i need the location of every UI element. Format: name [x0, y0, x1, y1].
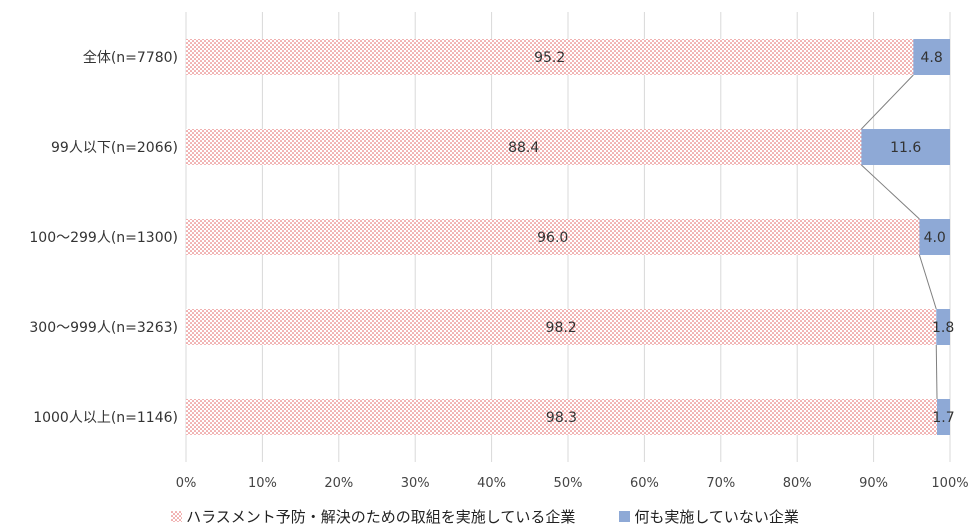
data-label-not-implemented: 1.7 — [932, 410, 954, 426]
bar-implemented — [186, 309, 937, 345]
x-tick-label: 10% — [248, 476, 277, 491]
category-label: 100～299人(n=1300) — [29, 230, 178, 246]
category-label: 全体(n=7780) — [83, 49, 178, 66]
category-label: 99人以下(n=2066) — [51, 140, 178, 156]
x-tick-label: 20% — [324, 476, 353, 491]
bar-implemented — [186, 129, 862, 165]
bar-not-implemented — [936, 309, 950, 345]
data-label-implemented: 98.2 — [546, 320, 577, 336]
bar-not-implemented — [913, 39, 950, 75]
bar-not-implemented — [861, 129, 950, 165]
data-label-implemented: 96.0 — [537, 230, 568, 246]
data-label-not-implemented: 4.0 — [924, 230, 946, 246]
x-tick-label: 100% — [931, 476, 968, 491]
legend-item-implemented: ハラスメント予防・解決のための取組を実施している企業 — [171, 506, 575, 527]
bar-not-implemented — [937, 399, 950, 435]
data-label-not-implemented: 1.8 — [932, 320, 954, 336]
x-tick-label: 70% — [706, 476, 735, 491]
data-label-implemented: 88.4 — [508, 140, 539, 156]
legend-item-not-implemented: 何も実施していない企業 — [619, 506, 799, 527]
category-label: 1000人以上(n=1146) — [33, 410, 178, 426]
legend: ハラスメント予防・解決のための取組を実施している企業 何も実施していない企業 — [0, 505, 970, 527]
legend-swatch-not-implemented — [619, 510, 631, 522]
x-tick-label: 30% — [401, 476, 430, 491]
legend-label-not-implemented: 何も実施していない企業 — [634, 507, 799, 526]
series-line — [861, 74, 914, 130]
data-label-not-implemented: 4.8 — [921, 50, 943, 66]
series-line — [861, 164, 920, 220]
bar-implemented — [186, 399, 938, 435]
x-tick-label: 40% — [477, 476, 506, 491]
data-label-implemented: 95.2 — [534, 50, 565, 66]
data-label-not-implemented: 11.6 — [890, 140, 921, 156]
x-tick-label: 60% — [630, 476, 659, 491]
bar-not-implemented — [919, 219, 950, 255]
series-line — [935, 344, 938, 400]
legend-swatch-implemented — [171, 510, 183, 522]
category-label: 300～999人(n=3263) — [29, 320, 178, 336]
x-tick-label: 50% — [554, 476, 583, 491]
legend-label-implemented: ハラスメント予防・解決のための取組を実施している企業 — [186, 507, 576, 526]
x-tick-label: 90% — [859, 476, 888, 491]
bar-implemented — [186, 39, 914, 75]
x-tick-label: 80% — [783, 476, 812, 491]
bar-implemented — [186, 219, 920, 255]
series-line — [918, 254, 937, 310]
x-tick-label: 0% — [176, 476, 197, 491]
data-label-implemented: 98.3 — [546, 410, 577, 426]
